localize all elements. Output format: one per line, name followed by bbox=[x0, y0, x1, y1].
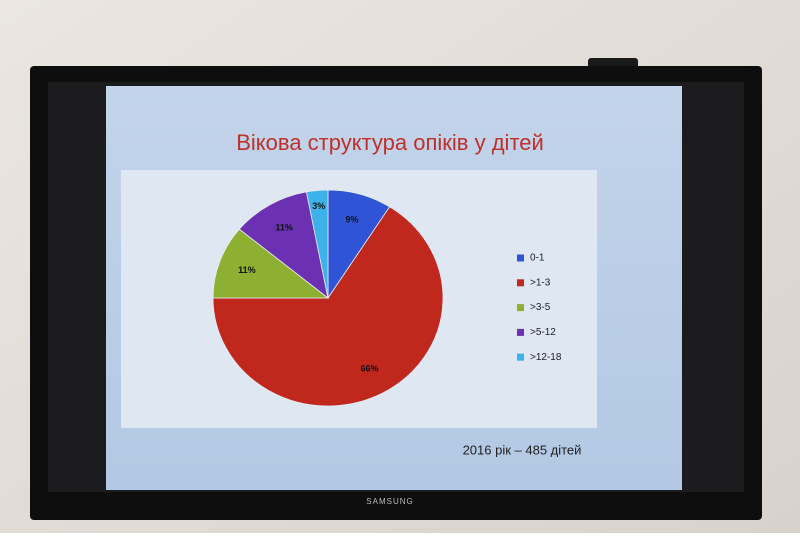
legend-swatch bbox=[517, 328, 524, 336]
legend-swatch bbox=[517, 353, 524, 361]
slice-label: 66% bbox=[361, 363, 379, 373]
slice-label: 11% bbox=[238, 265, 256, 275]
legend-label: >1-3 bbox=[530, 277, 551, 288]
legend-swatch bbox=[517, 279, 524, 287]
pie-slice bbox=[238, 191, 329, 299]
slice-label: 11% bbox=[275, 223, 293, 233]
slice-label: 9% bbox=[346, 215, 359, 225]
chart-note: 2016 рік – 485 дітей bbox=[463, 442, 582, 457]
legend-swatch bbox=[517, 254, 524, 262]
pie-slice bbox=[305, 189, 329, 299]
pie-chart: 9% 66% 11% 11% 3% 0-1 >1-3 >3-5 >5-12 >12-18 bbox=[212, 189, 562, 407]
legend-swatch bbox=[517, 304, 524, 312]
legend-label: 0-1 bbox=[530, 253, 545, 264]
tv-brand: SAMSUNG bbox=[366, 497, 413, 506]
slice-label: 3% bbox=[312, 201, 325, 211]
legend-label: >5-12 bbox=[530, 327, 556, 338]
pie-slice bbox=[212, 206, 444, 407]
legend-label: >12-18 bbox=[530, 352, 562, 363]
chart-title: Вікова структура опіків у дітей bbox=[236, 130, 544, 155]
legend-label: >3-5 bbox=[530, 302, 551, 313]
pie-slice bbox=[212, 228, 330, 299]
